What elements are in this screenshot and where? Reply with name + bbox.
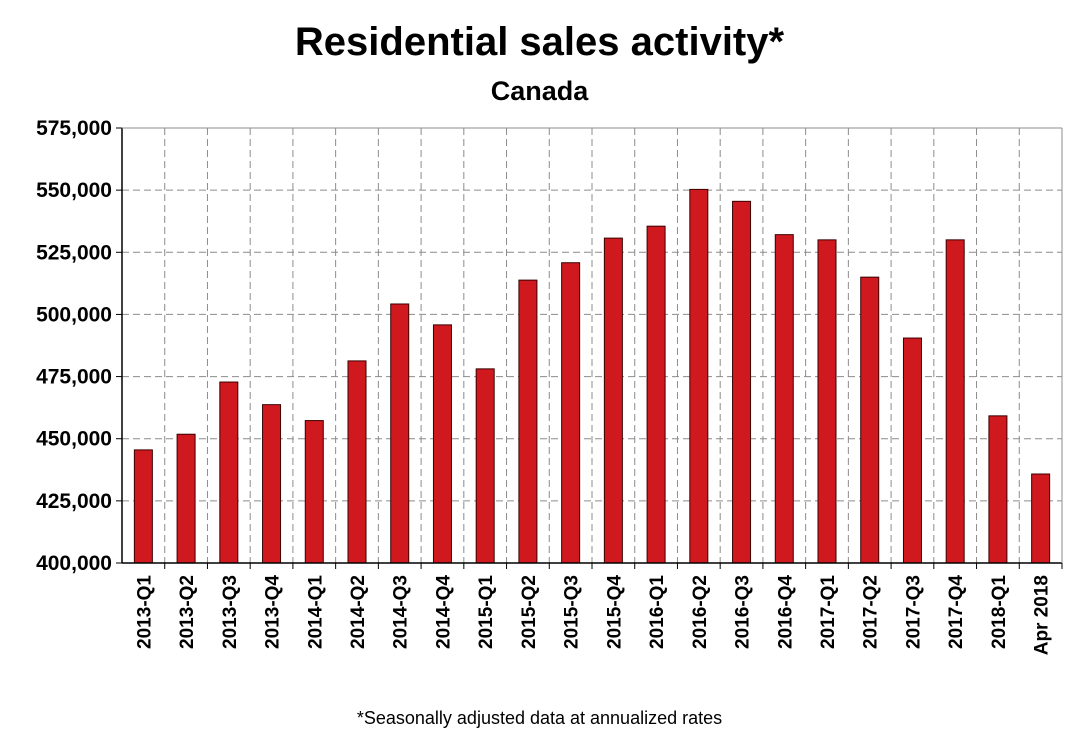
bar (475, 368, 495, 564)
x-tick-label: 2017-Q3 (903, 575, 924, 649)
bar (774, 234, 794, 564)
y-tick-label: 475,000 (36, 366, 112, 389)
bar (304, 420, 324, 564)
x-tick-label: 2015-Q2 (519, 575, 540, 649)
bar (646, 225, 666, 564)
x-tick-label: 2014-Q1 (305, 575, 326, 649)
bar (603, 237, 623, 564)
x-tick-label: 2017-Q2 (861, 575, 882, 649)
x-tick-label: 2014-Q4 (433, 575, 454, 649)
bar (518, 279, 538, 564)
bar (689, 188, 709, 564)
y-tick-label: 500,000 (36, 303, 112, 326)
y-tick-label: 575,000 (36, 117, 112, 140)
x-tick-label: 2017-Q1 (818, 575, 839, 649)
x-tick-label: 2018-Q1 (989, 575, 1010, 649)
y-tick-label: 450,000 (36, 428, 112, 451)
y-tick-label: 425,000 (36, 490, 112, 513)
x-tick-label: 2014-Q3 (391, 575, 412, 649)
x-tick-label: 2016-Q3 (733, 575, 754, 649)
bar (176, 433, 196, 564)
x-tick-label: 2013-Q4 (263, 575, 284, 649)
bar (432, 324, 452, 564)
x-tick-label: 2016-Q4 (775, 575, 796, 649)
x-tick-label: 2013-Q1 (134, 575, 155, 649)
chart-title: Residential sales activity* (294, 20, 785, 64)
bar (988, 415, 1008, 564)
bar (1031, 473, 1051, 564)
x-tick-label: 2013-Q3 (220, 575, 241, 649)
bar (732, 200, 752, 564)
footnote: *Seasonally adjusted data at annualized … (356, 708, 723, 728)
chart-subtitle: Canada (490, 76, 589, 106)
x-tick-label: 2017-Q4 (946, 575, 967, 649)
x-tick-label: 2015-Q1 (476, 575, 497, 649)
y-tick-label: 550,000 (36, 179, 112, 202)
bar (347, 360, 367, 564)
bar (262, 404, 282, 564)
bar (817, 239, 837, 564)
bar (860, 276, 880, 564)
x-tick-label: 2016-Q2 (690, 575, 711, 649)
x-tick-label: 2015-Q3 (562, 575, 583, 649)
x-tick-label: 2014-Q2 (348, 575, 369, 649)
bar (902, 337, 922, 564)
bar (561, 262, 581, 564)
x-tick-label: 2015-Q4 (604, 575, 625, 649)
x-tick-label: Apr 2018 (1032, 575, 1053, 655)
y-tick-label: 525,000 (36, 241, 112, 264)
bar (219, 381, 239, 564)
bar (390, 303, 410, 564)
y-tick-label: 400,000 (36, 552, 112, 575)
x-tick-label: 2013-Q2 (177, 575, 198, 649)
x-tick-labels: 2013-Q1 2013-Q2 2013-Q3 2013-Q4 2014-Q1 2014-… (134, 575, 1052, 656)
bar (945, 239, 965, 564)
y-tick-labels: 400,000 425,000 450,000 475,000 500,000 525,0… (36, 117, 112, 575)
x-tick-label: 2016-Q1 (647, 575, 668, 649)
bar (133, 449, 153, 564)
axes (116, 127, 1063, 569)
